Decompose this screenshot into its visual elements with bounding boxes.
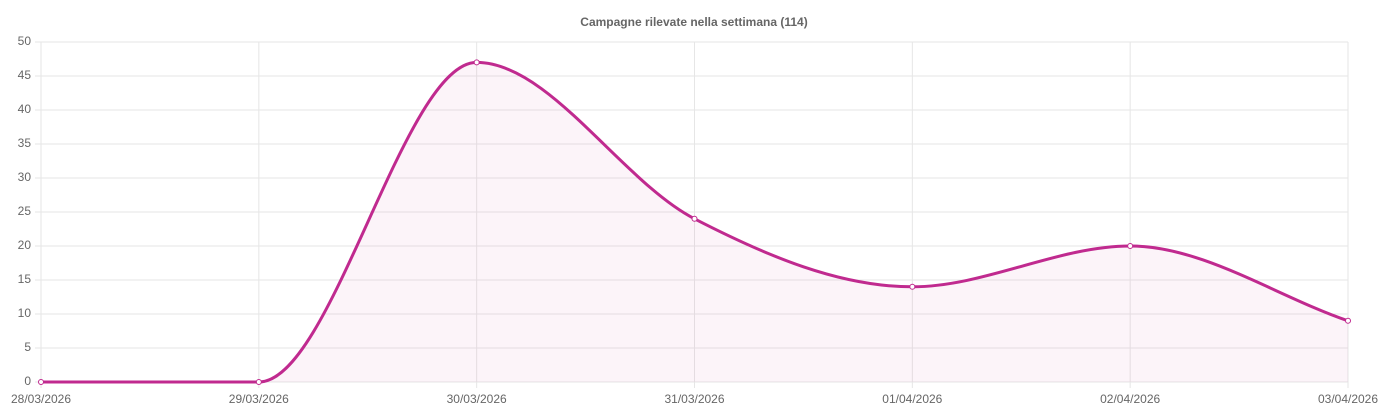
x-tick-label: 29/03/2026	[229, 392, 289, 406]
y-tick-label: 35	[18, 136, 32, 150]
x-tick-label: 30/03/2026	[447, 392, 507, 406]
y-tick-label: 5	[24, 340, 31, 354]
x-tick-label: 01/04/2026	[882, 392, 942, 406]
x-tick-label: 02/04/2026	[1100, 392, 1160, 406]
y-tick-label: 25	[18, 204, 32, 218]
point	[1345, 317, 1351, 324]
point	[909, 283, 916, 290]
y-tick-label: 40	[18, 102, 32, 116]
y-tick-label: 30	[18, 170, 32, 184]
x-tick-label: 31/03/2026	[664, 392, 724, 406]
y-tick-label: 20	[18, 238, 32, 252]
x-tick-label: 03/04/2026	[1318, 392, 1378, 406]
y-tick-label: 15	[18, 272, 32, 286]
line-area	[41, 62, 1348, 383]
y-tick-label: 50	[18, 34, 32, 48]
y-tick-label: 0	[24, 374, 31, 388]
point	[1127, 243, 1134, 249]
point	[473, 59, 480, 66]
y-tick-label: 10	[18, 306, 32, 320]
point	[255, 379, 262, 385]
y-tick-label: 45	[18, 68, 32, 82]
point	[38, 379, 44, 385]
chart-title: Campagne rilevate nella settimana (114)	[580, 15, 807, 29]
point	[691, 215, 698, 222]
x-tick-label: 28/03/2026	[11, 392, 71, 406]
